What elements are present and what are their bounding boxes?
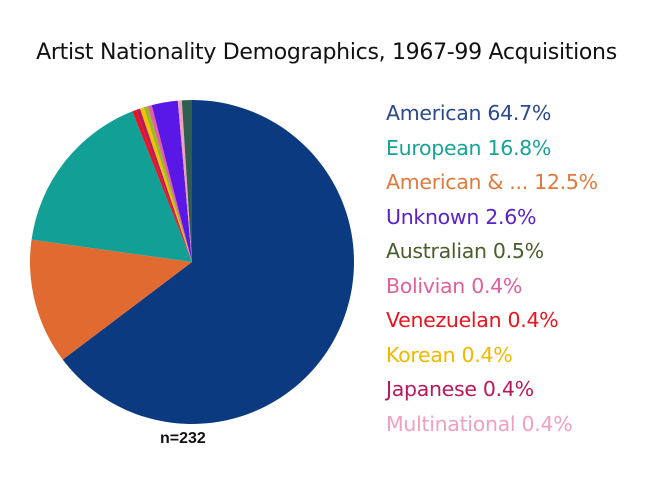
pie-slice-8 [151, 100, 192, 262]
pie-slice-0 [62, 100, 354, 424]
legend-item: European 16.8% [386, 135, 552, 160]
pie-slice-3 [132, 109, 192, 263]
pie-slice-5 [140, 107, 192, 262]
pie-slice-4 [136, 108, 192, 263]
legend-item: Korean 0.4% [386, 342, 513, 367]
legend-item: Venezuelan 0.4% [386, 308, 559, 332]
legend-item: American 64.7% [386, 101, 551, 125]
legend-item: Australian 0.5% [386, 239, 544, 263]
pie-slice-10 [181, 100, 192, 262]
pie-slice-1 [29, 239, 192, 360]
legend-item: Bolivian 0.4% [386, 273, 523, 298]
sample-size-annotation: n=232 [160, 430, 206, 447]
pie-slice-9 [177, 100, 192, 262]
pie-slice-7 [147, 105, 192, 262]
legend-item: Multinational 0.4% [386, 411, 573, 436]
legend-item: American & ... 12.5% [386, 170, 598, 194]
legend: American 64.7% European 16.8% American & .… [386, 98, 598, 443]
legend-item: Japanese 0.4% [386, 377, 534, 401]
legend-item: Unknown 2.6% [386, 204, 537, 229]
pie-slice-2 [31, 111, 192, 262]
pie-slice-6 [143, 106, 192, 262]
chart-title: Artist Nationality Demographics, 1967-99… [36, 40, 617, 65]
